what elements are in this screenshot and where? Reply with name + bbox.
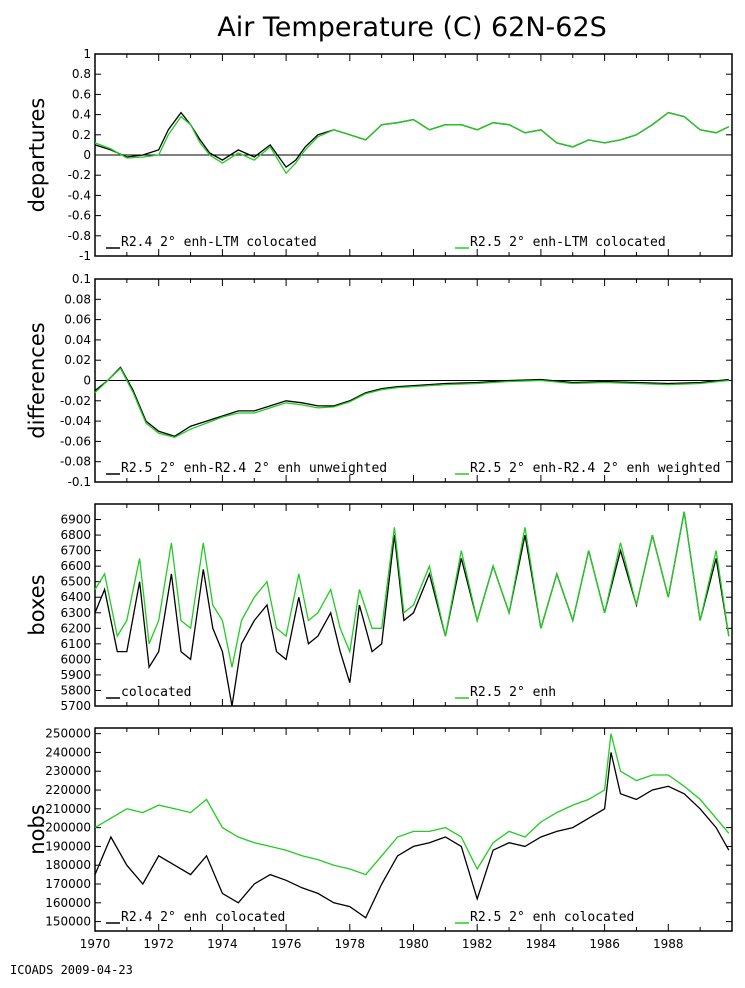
y-tick-label: 6300 — [60, 606, 91, 620]
y-tick-label: -0.08 — [60, 455, 91, 469]
footer-text: ICOADS 2009-04-23 — [10, 963, 133, 977]
x-tick-label: 1976 — [271, 937, 302, 951]
y-tick-label: 170000 — [45, 877, 91, 891]
y-tick-label: -0.6 — [68, 209, 91, 223]
y-tick-label: 6600 — [60, 559, 91, 573]
legend-label: R2.4 2° enh-LTM colocated — [121, 235, 317, 250]
y-tick-label: -1 — [79, 249, 91, 263]
y-tick-label: 210000 — [45, 802, 91, 816]
y-tick-label: 0.2 — [72, 128, 91, 142]
y-tick-label: 0.04 — [64, 333, 91, 347]
series-line-black — [94, 511, 730, 707]
y-tick-label: -0.1 — [68, 475, 91, 489]
y-tick-label: 6100 — [60, 637, 91, 651]
x-tick-label: 1974 — [207, 937, 238, 951]
legend-label: R2.5 2° enh colocated — [470, 910, 634, 925]
y-tick-label: 220000 — [45, 783, 91, 797]
y-tick-label: -0.2 — [68, 168, 91, 182]
y-tick-label: 160000 — [45, 896, 91, 910]
y-tick-label: 190000 — [45, 839, 91, 853]
x-tick-label: 1980 — [398, 937, 429, 951]
y-axis-label: nobs — [25, 804, 49, 854]
y-tick-label: 240000 — [45, 745, 91, 759]
legend-label: R2.5 2° enh-R2.4 2° enh weighted — [470, 461, 720, 476]
y-tick-label: 6200 — [60, 621, 91, 635]
y-tick-label: 250000 — [45, 727, 91, 741]
series-line-green — [94, 733, 730, 876]
y-tick-label: 5700 — [60, 699, 91, 713]
y-tick-label: 0.1 — [72, 272, 91, 286]
panel-departures: 1 0.8 0.6 0.4 0.2 0 -0.2 -0.4 -0.6 -0.8 -1 departur… — [25, 47, 733, 263]
series-line-green — [94, 511, 730, 668]
x-tick-label: 1972 — [143, 937, 174, 951]
y-tick-label: 0.8 — [72, 67, 91, 81]
y-tick-label: 6900 — [60, 513, 91, 527]
y-tick-label: 6700 — [60, 544, 91, 558]
x-tick-label: 1986 — [589, 937, 620, 951]
legend-label: R2.5 2° enh-R2.4 2° enh unweighted — [121, 461, 387, 476]
panel-nobs: 250000 240000 230000 220000 210000 200000 1900… — [25, 727, 733, 932]
series-line-green — [94, 111, 730, 175]
y-tick-label: 0.4 — [72, 108, 91, 122]
y-tick-label: -0.4 — [68, 188, 91, 202]
y-tick-label: 1 — [83, 47, 91, 61]
panel-differences: 0.1 0.08 0.06 0.04 0.02 0 -0.02 -0.04 -0.06 -0.08… — [25, 272, 733, 489]
y-tick-label: -0.8 — [68, 229, 91, 243]
legend-label: R2.5 2° enh — [470, 685, 556, 700]
series-line-green — [94, 367, 729, 438]
y-tick-label: 0.06 — [64, 313, 91, 327]
y-tick-label: -0.02 — [60, 394, 91, 408]
series-line-black — [94, 752, 730, 919]
y-tick-label: -0.04 — [60, 414, 91, 428]
y-tick-label: -0.06 — [60, 434, 91, 448]
y-tick-label: 180000 — [45, 858, 91, 872]
y-tick-label: 150000 — [45, 915, 91, 929]
y-tick-label: 6800 — [60, 528, 91, 542]
x-tick-label: 1988 — [653, 937, 684, 951]
y-tick-label: 6500 — [60, 575, 91, 589]
y-tick-label: 0.08 — [64, 292, 91, 306]
chart-title: Air Temperature (C) 62N-62S — [217, 12, 607, 43]
y-axis-label: departures — [25, 98, 49, 213]
x-tick-label: 1984 — [526, 937, 557, 951]
panels: 1 0.8 0.6 0.4 0.2 0 -0.2 -0.4 -0.6 -0.8 -1 departur… — [25, 47, 733, 932]
y-tick-label: 230000 — [45, 764, 91, 778]
series-line-black — [94, 366, 729, 438]
y-tick-label: 0.02 — [64, 353, 91, 367]
plot-frame — [94, 727, 733, 932]
y-tick-label: 0.6 — [72, 87, 91, 101]
y-axis-label: boxes — [25, 574, 49, 635]
y-tick-label: 5800 — [60, 683, 91, 697]
x-tick-label: 1978 — [335, 937, 366, 951]
x-tick-label: 1970 — [80, 937, 111, 951]
legend-label: R2.5 2° enh-LTM colocated — [470, 235, 666, 250]
x-tick-label: 1982 — [462, 937, 493, 951]
y-tick-label: 6000 — [60, 652, 91, 666]
y-tick-label: 5900 — [60, 668, 91, 682]
y-tick-label: 0 — [83, 374, 91, 388]
y-axis-label: differences — [25, 322, 49, 438]
x-axis-tick-labels: 1970 1972 1974 1976 1978 1980 1982 1984 1986 1988 — [80, 937, 684, 951]
legend-label: colocated — [121, 685, 191, 700]
y-tick-label: 200000 — [45, 821, 91, 835]
y-tick-label: 0 — [83, 148, 91, 162]
y-tick-label: 6400 — [60, 590, 91, 604]
legend-label: R2.4 2° enh colocated — [121, 910, 285, 925]
series-line-black — [94, 111, 730, 169]
